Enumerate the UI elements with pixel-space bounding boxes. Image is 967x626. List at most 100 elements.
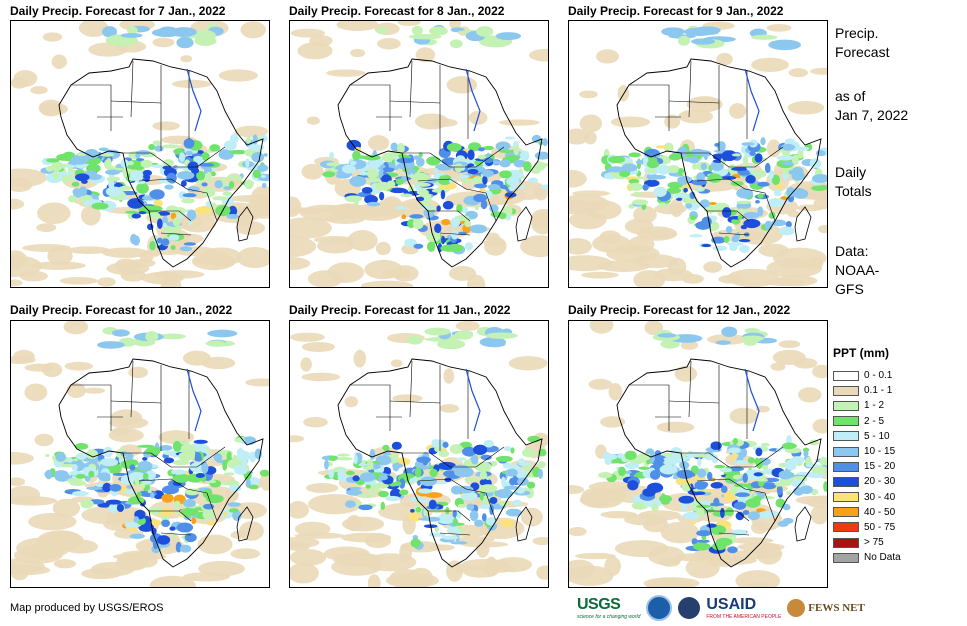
rain-cell — [653, 186, 667, 198]
rain-cell — [263, 153, 268, 157]
light-rain-patch — [766, 24, 792, 32]
rain-cell — [435, 163, 454, 171]
nile-river — [465, 68, 481, 132]
light-rain-patch — [664, 114, 681, 129]
rain-cell — [733, 208, 750, 213]
light-rain-patch — [290, 235, 317, 258]
rain-cell — [345, 470, 355, 476]
rain-cell — [755, 199, 760, 204]
country-border — [429, 152, 451, 168]
rain-cell — [355, 501, 363, 507]
light-rain-patch — [633, 270, 666, 287]
rain-cell — [205, 447, 210, 451]
country-border — [718, 232, 750, 236]
rain-cell — [415, 157, 425, 167]
light-rain-patch — [290, 549, 327, 566]
legend-item: > 75 — [833, 535, 901, 550]
rain-cell — [731, 235, 739, 243]
rain-cell — [138, 522, 155, 532]
light-rain-patch — [305, 482, 339, 493]
light-rain-patch — [729, 407, 759, 425]
rain-cell — [731, 167, 748, 171]
rain-cell — [466, 503, 475, 511]
rain-cell — [659, 464, 678, 475]
light-rain-patch — [377, 37, 401, 50]
rain-cell — [646, 173, 658, 181]
africa-outline — [58, 358, 264, 568]
rain-cell — [417, 488, 433, 494]
rain-cell — [740, 224, 748, 230]
logo-strip: USGS science for a changing world USAID … — [577, 595, 865, 621]
rain-cell — [68, 195, 77, 203]
country-border — [186, 188, 208, 194]
africa-outline — [337, 358, 543, 568]
rain-cell — [52, 169, 60, 180]
rain-cell — [149, 189, 165, 200]
rain-cell — [161, 485, 180, 495]
rain-cell — [229, 149, 247, 155]
rain-cell — [740, 335, 765, 342]
rain-cell — [336, 456, 353, 461]
light-rain-patch — [610, 116, 651, 128]
light-rain-patch — [774, 275, 818, 287]
rain-cell — [441, 535, 459, 540]
rain-cell — [427, 241, 436, 252]
rain-cell — [721, 326, 738, 338]
light-rain-patch — [290, 257, 311, 270]
rain-cell — [661, 500, 670, 505]
rain-cell — [691, 163, 698, 170]
country-border — [450, 446, 505, 468]
light-rain-patch — [454, 564, 470, 573]
rain-cell — [150, 519, 162, 526]
rain-cell — [434, 481, 448, 485]
light-rain-patch — [64, 361, 93, 371]
legend-rows: 0 - 0.1 0.1 - 1 1 - 2 2 - 5 5 - 10 10 - 15 15 … — [833, 368, 901, 565]
fews-globe-icon — [787, 599, 806, 617]
rain-cell — [385, 495, 401, 502]
country-border — [350, 84, 391, 131]
rain-cell — [721, 485, 728, 493]
rain-cell — [657, 333, 677, 338]
country-border — [389, 100, 441, 104]
light-rain-patch — [778, 340, 801, 349]
light-rain-patch — [703, 261, 722, 273]
rain-cell — [467, 169, 479, 175]
rain-cell — [102, 26, 118, 38]
rain-cell — [473, 444, 488, 456]
light-rain-patch — [78, 21, 109, 37]
rain-cell — [176, 522, 194, 533]
rain-cell — [179, 544, 192, 553]
rain-cell — [711, 454, 718, 464]
rain-cell — [75, 152, 87, 156]
rain-cell — [495, 455, 513, 462]
rain-cell — [731, 452, 738, 461]
light-rain-patch — [300, 357, 312, 372]
rain-cell — [148, 144, 156, 151]
rain-cell — [729, 244, 738, 252]
rain-cell — [344, 195, 363, 203]
rain-cell — [477, 147, 485, 152]
rain-cell — [59, 173, 74, 183]
rain-cell — [482, 169, 494, 178]
rain-cell — [695, 504, 711, 509]
rain-cell — [628, 178, 640, 184]
rain-cell — [240, 438, 246, 445]
light-rain-patch — [600, 510, 638, 519]
light-rain-patch — [735, 570, 781, 587]
rain-cell — [647, 482, 664, 493]
rain-cell — [722, 176, 737, 180]
rain-cell — [696, 172, 706, 182]
rain-cell — [607, 166, 625, 173]
rain-cell — [222, 191, 232, 197]
forecast-map-day-3 — [568, 20, 828, 288]
legend-item: 1 - 2 — [833, 398, 901, 413]
rain-cell — [756, 478, 769, 482]
light-rain-patch — [59, 277, 98, 285]
map-canvas — [290, 21, 548, 287]
rain-cell — [222, 460, 228, 471]
light-rain-patch — [795, 495, 827, 505]
rain-cell — [369, 448, 376, 460]
rain-cell — [396, 162, 410, 170]
rain-cell — [503, 445, 512, 452]
rain-cell — [681, 196, 699, 204]
